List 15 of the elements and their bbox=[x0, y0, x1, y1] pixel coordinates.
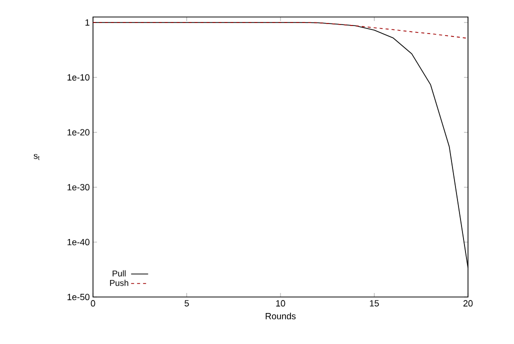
x-axis-title: Rounds bbox=[266, 312, 296, 320]
y-tick-label: 1e-30 bbox=[68, 184, 90, 190]
y-tick-label: 1e-50 bbox=[68, 294, 90, 300]
y-axis-title: s$_{t}$ bbox=[34, 154, 40, 160]
legend-label: Pull bbox=[112, 270, 126, 276]
x-tick-label: 10 bbox=[276, 300, 286, 307]
y-tick-label: 1e-40 bbox=[68, 238, 90, 246]
x-tick-label: 5 bbox=[184, 300, 189, 306]
y-tick-label: 1e-20 bbox=[68, 129, 90, 136]
y-tick-label: 1e-10 bbox=[68, 74, 90, 81]
legend-label: Push bbox=[110, 280, 128, 286]
x-tick-label: 20 bbox=[463, 300, 473, 307]
x-tick-label: 0 bbox=[90, 300, 96, 307]
x-tick-label: 15 bbox=[370, 300, 379, 306]
y-tick-label: 1 bbox=[86, 19, 90, 26]
